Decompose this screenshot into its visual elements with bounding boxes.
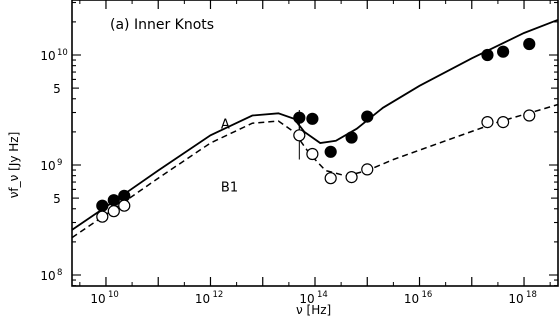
y-tick-exponent: 10 <box>57 48 68 58</box>
y-tick-label: 10 <box>40 159 55 173</box>
curve-b1 <box>71 103 559 239</box>
y-tick-exponent: 9 <box>57 158 62 168</box>
y-tick-label: 10 <box>40 269 55 283</box>
curve-annotations: A B1 <box>221 118 238 196</box>
point-b1 <box>118 199 131 212</box>
x-tick-label: 10 <box>508 292 523 306</box>
y-tick-label: 5 <box>53 82 61 96</box>
y-axis-label: νf_ν [Jy Hz] <box>7 132 21 199</box>
x-tick-exponent: 12 <box>212 290 223 300</box>
y-tick-label: 10 <box>40 49 55 63</box>
point-a <box>523 37 536 51</box>
y-tick-label: 5 <box>53 192 61 206</box>
point-a <box>107 194 120 207</box>
x-axis-label: ν [Hz] <box>296 303 331 317</box>
x-tick-label: 10 <box>195 292 210 306</box>
plot-frame <box>71 0 559 287</box>
axis-ticks <box>72 0 558 287</box>
point-a <box>324 145 337 158</box>
point-a <box>345 131 358 144</box>
point-b1 <box>306 147 319 161</box>
point-a <box>306 112 319 125</box>
point-b1 <box>293 129 306 142</box>
x-tick-exponent: 10 <box>108 290 119 300</box>
point-b1 <box>107 205 120 218</box>
point-b1 <box>345 171 358 184</box>
annotation-b1: B1 <box>221 180 238 195</box>
point-b1 <box>96 210 109 223</box>
model-curves <box>71 18 559 239</box>
point-a <box>96 199 109 212</box>
x-tick-label: 10 <box>90 292 105 306</box>
x-tick-label: 10 <box>299 292 314 306</box>
y-tick-exponent: 8 <box>57 268 62 278</box>
point-b1 <box>481 115 494 129</box>
point-b1 <box>523 109 536 122</box>
chart-title: (a) Inner Knots <box>110 17 214 33</box>
x-tick-label: 10 <box>404 292 419 306</box>
x-tick-exponent: 14 <box>317 290 328 300</box>
curve-a <box>71 18 559 231</box>
annotation-a: A <box>221 118 230 133</box>
point-a <box>497 45 510 58</box>
point-a <box>361 110 374 123</box>
x-tick-exponent: 16 <box>422 290 433 300</box>
point-a <box>481 48 494 62</box>
point-b1 <box>324 172 337 185</box>
data-points <box>96 37 536 223</box>
point-b1 <box>361 163 374 176</box>
point-b1 <box>497 115 510 129</box>
x-tick-exponent: 18 <box>526 290 537 300</box>
